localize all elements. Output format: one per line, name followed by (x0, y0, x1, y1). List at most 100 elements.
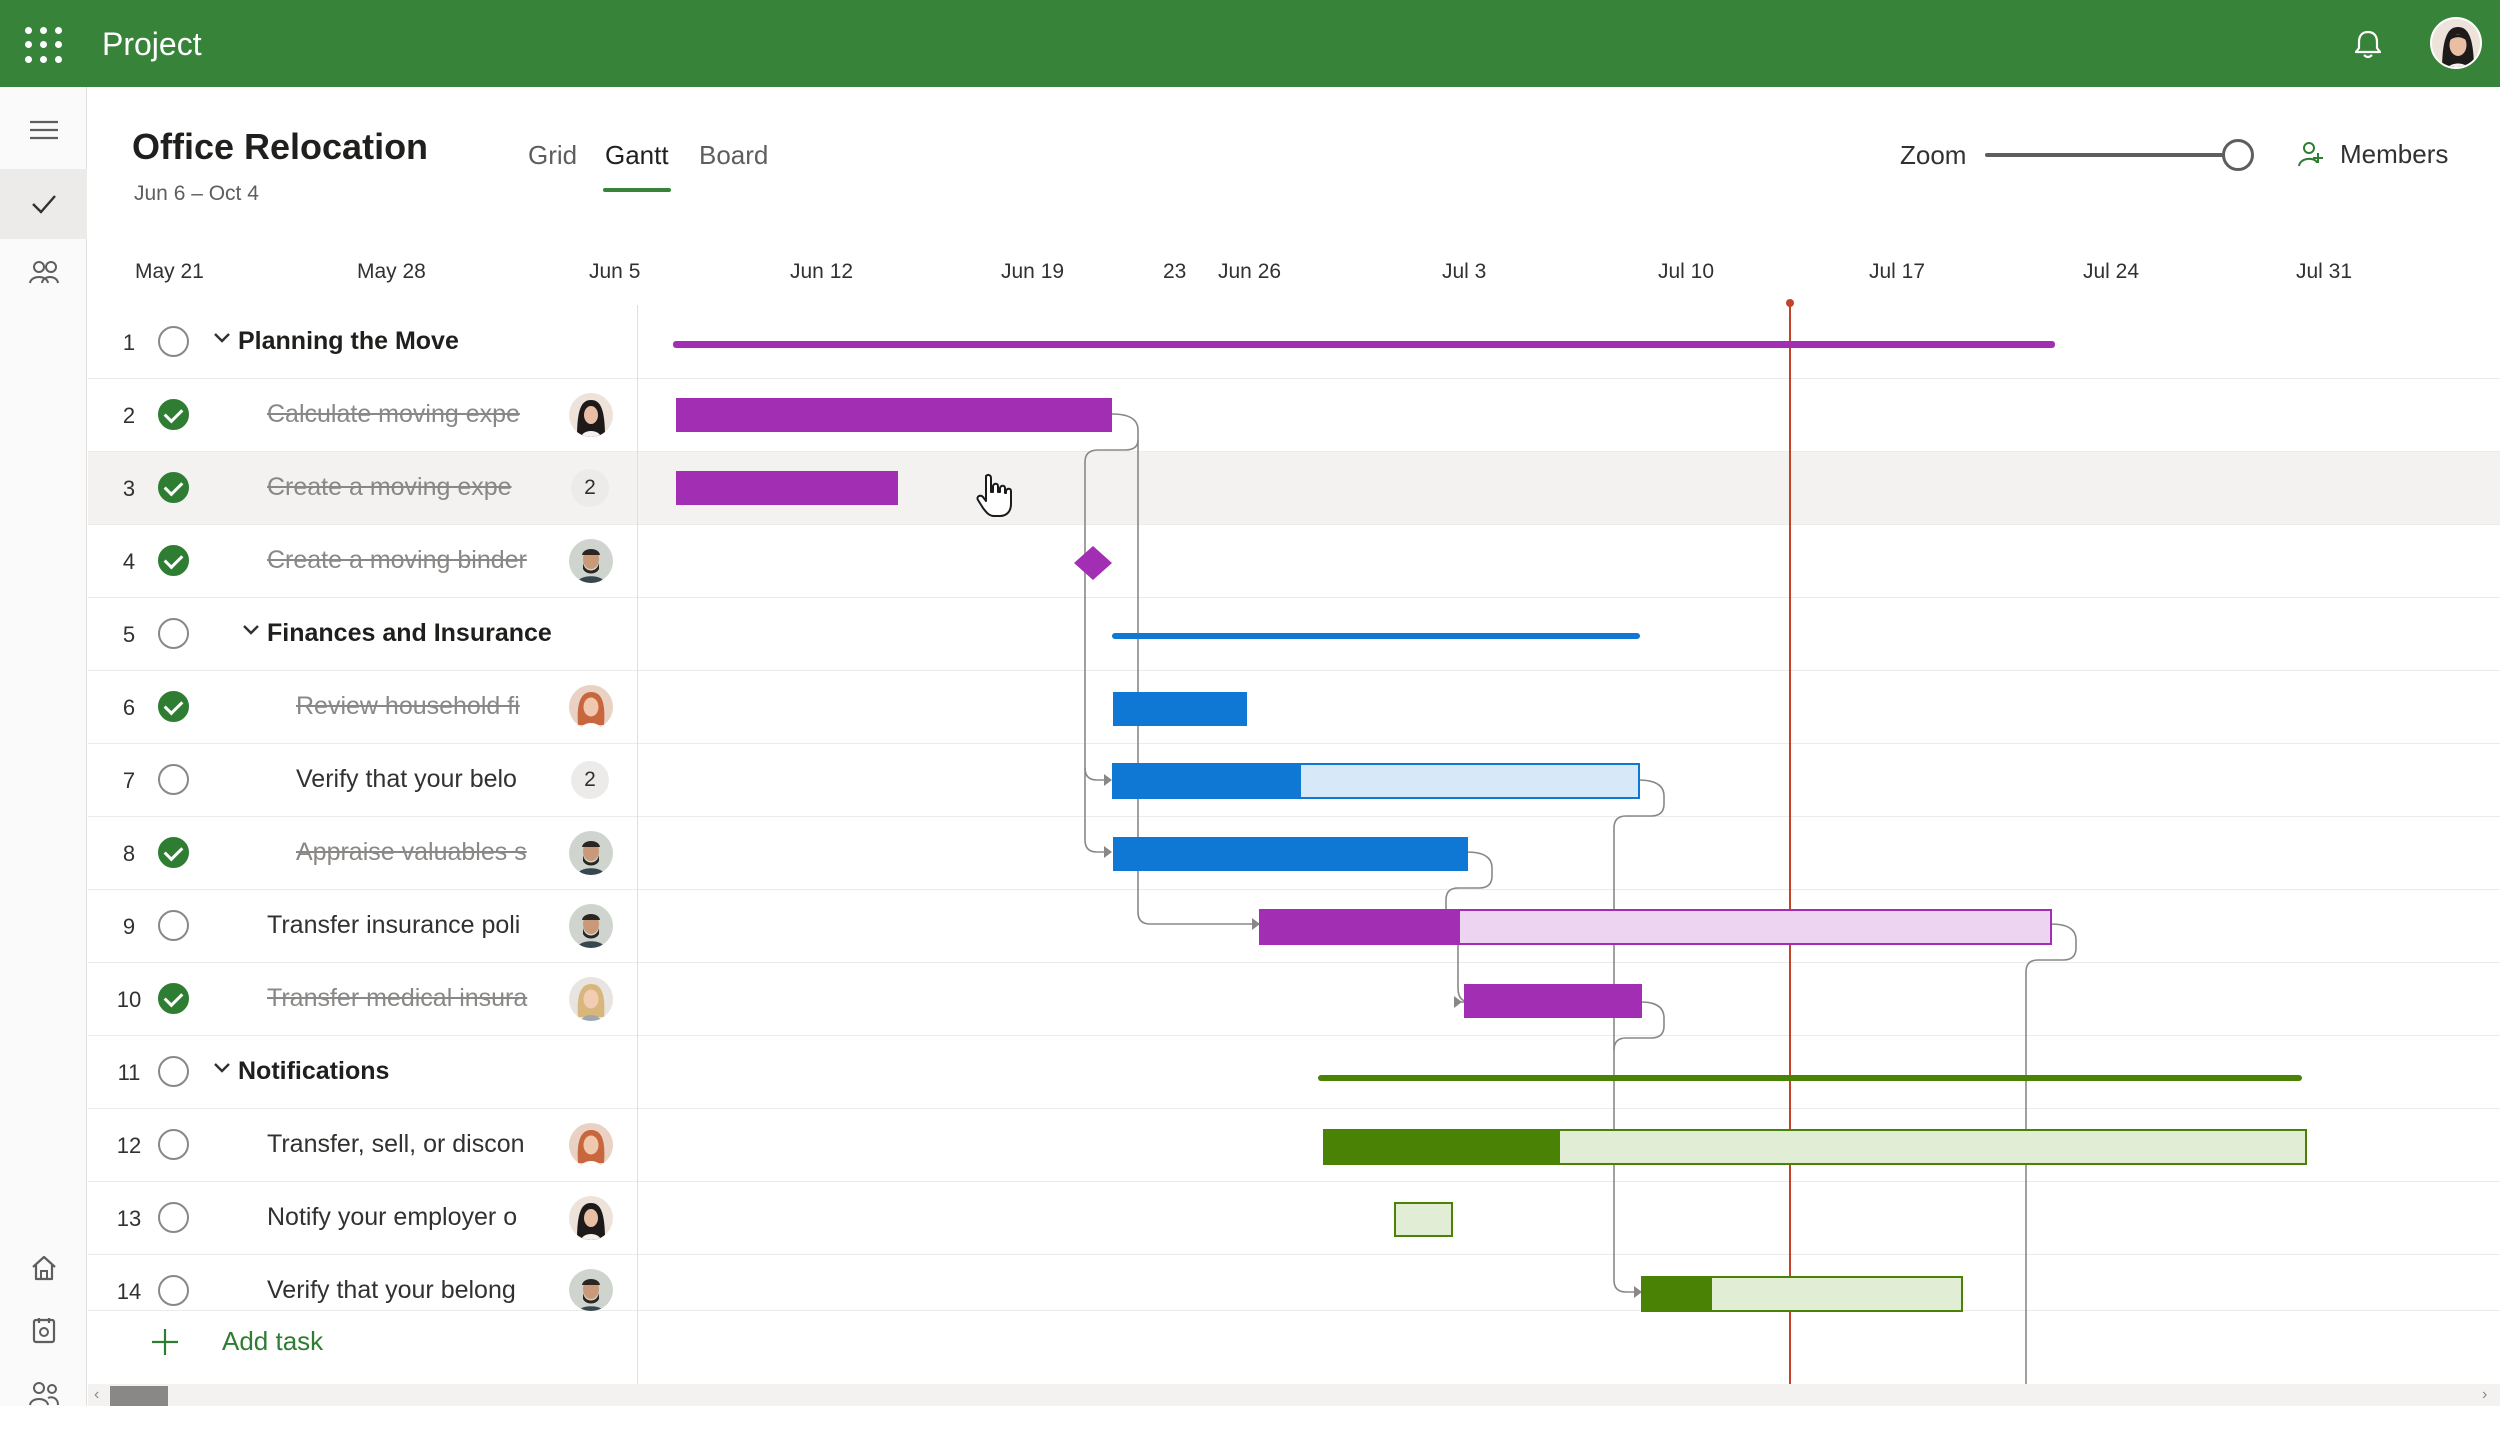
assignee-avatar[interactable] (569, 539, 613, 583)
tab-board[interactable]: Board (699, 140, 769, 170)
plan-title: Office Relocation (132, 126, 429, 167)
task-row[interactable]: 1 Planning the Move (88, 306, 2500, 379)
complete-checkbox[interactable] (158, 983, 189, 1014)
complete-checkbox[interactable] (158, 326, 189, 357)
assignee-avatar[interactable] (569, 977, 613, 1021)
row-number: 4 (122, 549, 136, 574)
task-name[interactable]: Verify that your belong (267, 1276, 516, 1304)
task-row[interactable]: 7 Verify that your belo 2 (88, 744, 2500, 817)
task-name[interactable]: Planning the Move (238, 327, 459, 355)
team-icon[interactable] (0, 1359, 87, 1429)
task-name[interactable]: Transfer medical insura (267, 984, 528, 1012)
task-row[interactable]: 9 Transfer insurance poli (88, 890, 2500, 963)
horizontal-scrollbar[interactable] (88, 1384, 2500, 1406)
task-name[interactable]: Calculate moving expe (267, 400, 520, 428)
task-name[interactable]: Transfer, sell, or discon (267, 1130, 525, 1158)
task-name[interactable]: Notifications (238, 1057, 390, 1085)
task-row[interactable]: 8 Appraise valuables s (88, 817, 2500, 890)
complete-checkbox[interactable] (158, 1056, 189, 1087)
row-number: 7 (122, 768, 136, 793)
chevron-down-icon[interactable] (241, 620, 261, 640)
add-task-label: Add task (222, 1326, 324, 1356)
app-title[interactable]: Project (102, 26, 202, 62)
row-number: 6 (122, 695, 136, 720)
left-rail (0, 87, 87, 1406)
complete-checkbox[interactable] (158, 1202, 189, 1233)
bell-icon[interactable] (2348, 24, 2388, 64)
chevron-down-icon[interactable] (212, 1058, 232, 1078)
hand-cursor-icon (976, 473, 1012, 517)
hub-icon[interactable] (0, 1295, 87, 1365)
task-bar-7-progress (1113, 764, 1301, 798)
complete-checkbox[interactable] (158, 1129, 189, 1160)
assignee-avatar[interactable] (569, 904, 613, 948)
task-name[interactable]: Notify your employer o (267, 1203, 518, 1231)
tab-gantt[interactable]: Gantt (605, 140, 669, 170)
people-icon[interactable] (0, 237, 87, 307)
task-name[interactable]: Create a moving binder (267, 546, 527, 574)
timeline-date: Jun 26 (1218, 260, 1282, 283)
task-row[interactable]: 2 Calculate moving expe (88, 379, 2500, 452)
assignee-count-badge[interactable]: 2 (571, 761, 609, 799)
members-button[interactable]: Members (2296, 136, 2448, 172)
complete-checkbox[interactable] (158, 764, 189, 795)
task-row[interactable]: 6 Review household fi (88, 671, 2500, 744)
complete-checkbox[interactable] (158, 399, 189, 430)
task-row[interactable]: 12 Transfer, sell, or discon (88, 1109, 2500, 1182)
zoom-slider-track[interactable] (1985, 153, 2240, 157)
account-avatar[interactable] (2430, 17, 2482, 69)
timeline-date: 23 (1163, 260, 1187, 283)
complete-checkbox[interactable] (158, 837, 189, 868)
task-row[interactable]: 13 Notify your employer o (88, 1182, 2500, 1255)
assignee-avatar[interactable] (569, 1123, 613, 1167)
task-row[interactable]: 5 Finances and Insurance (88, 598, 2500, 671)
task-row[interactable]: 14 Verify that your belong (88, 1255, 2500, 1311)
chevron-down-icon[interactable] (212, 328, 232, 348)
task-row[interactable]: 11 Notifications (88, 1036, 2500, 1109)
plan-dates: Jun 6 – Oct 4 (134, 182, 259, 205)
timeline-date: Jul 10 (1658, 260, 1715, 283)
complete-checkbox[interactable] (158, 910, 189, 941)
row-number: 5 (122, 622, 136, 647)
complete-checkbox[interactable] (158, 545, 189, 576)
timeline-date: Jun 12 (790, 260, 854, 283)
complete-checkbox[interactable] (158, 472, 189, 503)
assignee-avatar[interactable] (569, 831, 613, 875)
task-name[interactable]: Appraise valuables s (296, 838, 527, 866)
complete-checkbox[interactable] (158, 691, 189, 722)
zoom-slider-thumb[interactable] (2222, 139, 2254, 171)
add-task-button[interactable]: Add task (150, 1326, 323, 1357)
task-bar-2 (676, 398, 1112, 432)
task-row[interactable]: 10 Transfer medical insura (88, 963, 2500, 1036)
hamburger-icon[interactable] (0, 95, 87, 165)
waffle-icon[interactable] (22, 24, 64, 66)
home-icon[interactable] (0, 1233, 87, 1303)
task-name[interactable]: Transfer insurance poli (267, 911, 521, 939)
complete-checkbox[interactable] (158, 1275, 189, 1306)
members-label: Members (2340, 138, 2449, 169)
dependency-lines (1084, 413, 2077, 1406)
zoom-label: Zoom (1900, 140, 1967, 170)
summary-bar-planning (673, 341, 2055, 348)
assignee-avatar[interactable] (569, 685, 613, 729)
task-name[interactable]: Create a moving expe (267, 473, 512, 501)
assignee-avatar[interactable] (569, 1196, 613, 1240)
row-number: 8 (122, 841, 136, 866)
scroll-right-arrow[interactable]: › (2482, 1386, 2488, 1403)
checkmark-icon[interactable] (0, 169, 87, 239)
assignee-avatar[interactable] (569, 393, 613, 437)
dependency-arrows (1104, 774, 1642, 1298)
scrollbar-thumb[interactable] (110, 1386, 168, 1406)
assignee-count-badge[interactable]: 2 (571, 469, 609, 507)
complete-checkbox[interactable] (158, 618, 189, 649)
task-name[interactable]: Verify that your belo (296, 765, 517, 793)
task-row[interactable]: 3 Create a moving expe 2 (88, 452, 2500, 525)
task-bar-10 (1464, 984, 1642, 1018)
assignee-avatar[interactable] (569, 1269, 613, 1311)
row-number: 9 (122, 914, 136, 939)
task-name[interactable]: Finances and Insurance (267, 619, 552, 647)
task-name[interactable]: Review household fi (296, 692, 520, 720)
scroll-left-arrow[interactable]: ‹ (94, 1386, 100, 1403)
tab-grid[interactable]: Grid (528, 140, 578, 170)
task-row[interactable]: 4 Create a moving binder (88, 525, 2500, 598)
